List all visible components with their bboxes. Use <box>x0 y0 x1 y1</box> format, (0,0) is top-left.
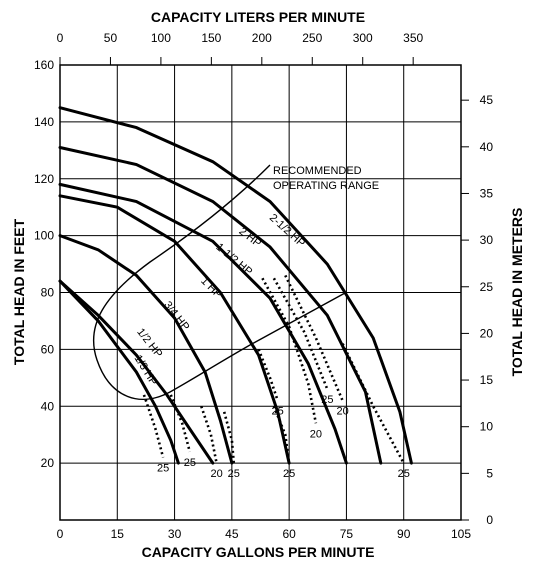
x2-tick-label: 50 <box>104 31 118 45</box>
y-axis-title: TOTAL HEAD IN FEET <box>11 218 27 365</box>
y2-tick-label: 5 <box>486 466 493 480</box>
x-axis-title: CAPACITY GALLONS PER MINUTE <box>142 544 375 560</box>
curve-label: 2-1/2 HP <box>267 212 307 250</box>
x2-tick-label: 200 <box>252 31 272 45</box>
x-tick-label: 60 <box>282 527 296 541</box>
dotted-curve <box>200 405 218 464</box>
y-tick-label: 120 <box>34 172 54 186</box>
y2-tick-label: 40 <box>480 140 494 154</box>
curve-label: 25 <box>228 468 240 480</box>
y-tick-label: 60 <box>41 342 55 356</box>
x2-tick-label: 0 <box>57 31 64 45</box>
x2-tick-label: 100 <box>151 31 171 45</box>
x-tick-label: 90 <box>397 527 411 541</box>
pump-curve <box>58 146 383 465</box>
y2-tick-label: 35 <box>480 186 494 200</box>
y-tick-label: 20 <box>41 456 55 470</box>
y2-tick-label: 20 <box>480 326 494 340</box>
y2-tick-label: 30 <box>480 233 494 247</box>
y-tick-label: 140 <box>34 115 54 129</box>
dotted-curve <box>272 277 329 390</box>
curve-label: 25 <box>157 462 169 474</box>
curve-label: 20 <box>336 406 348 418</box>
pump-curve <box>58 279 180 465</box>
pump-curve <box>58 279 215 465</box>
curve-label: 25 <box>283 468 295 480</box>
dotted-curve <box>142 394 165 458</box>
x-tick-label: 75 <box>340 527 354 541</box>
dotted-curve <box>341 343 405 464</box>
y2-tick-label: 15 <box>480 373 494 387</box>
y-tick-label: 100 <box>34 229 54 243</box>
curve-label: 25 <box>321 394 333 406</box>
y-tick-label: 40 <box>41 399 55 413</box>
y2-tick-label: 10 <box>480 420 494 434</box>
curve-label: 2 HP <box>237 225 264 250</box>
annotation: OPERATING RANGE <box>273 180 379 192</box>
y2-tick-label: 25 <box>480 280 494 294</box>
pump-curve <box>58 182 348 465</box>
x-tick-label: 15 <box>111 527 125 541</box>
curve-label: 25 <box>272 406 284 418</box>
dotted-curve <box>284 274 344 402</box>
curve-label: 25 <box>184 457 196 469</box>
curve-label: 20 <box>210 468 222 480</box>
dotted-curve <box>261 277 318 424</box>
pump-curve <box>58 106 413 465</box>
curve-label: 1-1/2 HP <box>213 241 254 278</box>
x2-tick-label: 350 <box>403 31 423 45</box>
pump-curve <box>58 194 291 465</box>
x2-tick-label: 250 <box>302 31 322 45</box>
annotation: RECOMMENDED <box>273 165 362 177</box>
pump-curve <box>58 234 234 465</box>
x2-tick-label: 150 <box>201 31 221 45</box>
curve-label: 3/4 HP <box>161 299 191 333</box>
curve-label: 20 <box>310 428 322 440</box>
curve-label: 25 <box>398 468 410 480</box>
y2-tick-label: 0 <box>486 513 493 527</box>
dotted-curve <box>169 394 192 453</box>
y2-tick-label: 45 <box>480 93 494 107</box>
y2-axis-title: TOTAL HEAD IN METERS <box>509 208 525 377</box>
x2-axis-title: CAPACITY LITERS PER MINUTE <box>151 9 365 25</box>
y-tick-label: 160 <box>34 58 54 72</box>
x-tick-label: 0 <box>57 527 64 541</box>
x2-tick-label: 300 <box>353 31 373 45</box>
x-tick-label: 30 <box>168 527 182 541</box>
x-tick-label: 45 <box>225 527 239 541</box>
y-tick-label: 80 <box>41 286 55 300</box>
dotted-curve <box>272 405 291 464</box>
curve-label: 1 HP <box>198 275 224 301</box>
x-tick-label: 105 <box>451 527 471 541</box>
dotted-curve <box>257 348 279 402</box>
operating-range <box>92 164 346 400</box>
